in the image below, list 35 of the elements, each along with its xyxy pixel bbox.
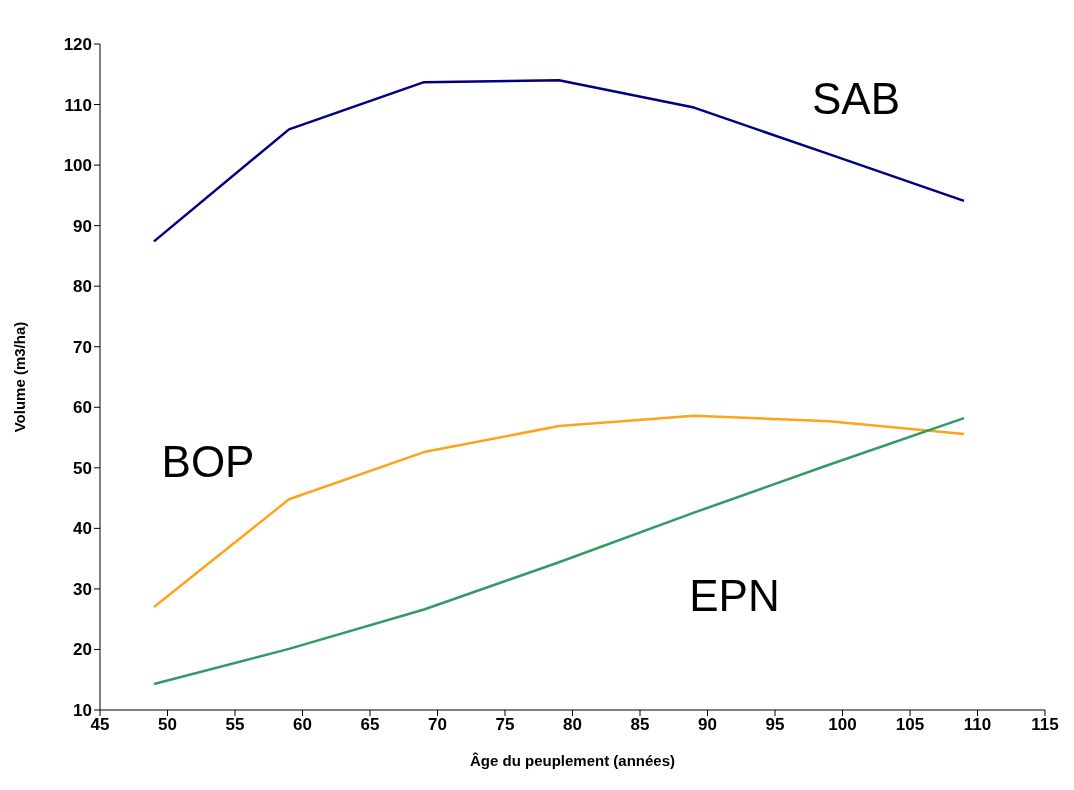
y-tick-label: 50 <box>73 458 92 478</box>
y-axis-title: Volume (m3/ha) <box>11 321 29 433</box>
y-tick-label: 70 <box>73 337 92 357</box>
x-tick-label: 60 <box>293 715 312 735</box>
y-tick-label: 40 <box>73 519 92 539</box>
y-tick-label: 90 <box>73 216 92 236</box>
y-tick-label: 10 <box>73 701 92 721</box>
x-tick-label: 70 <box>428 715 447 735</box>
x-tick-label: 115 <box>1031 715 1059 735</box>
y-tick-label: 20 <box>73 640 92 660</box>
y-tick-label: 80 <box>73 277 92 297</box>
x-tick-label: 45 <box>90 715 110 735</box>
x-axis-title: Âge du peuplement (années) <box>469 752 676 769</box>
x-tick-label: 55 <box>225 715 245 735</box>
line-series <box>152 416 966 686</box>
y-tick-label: 120 <box>63 35 92 55</box>
x-tick-label: 105 <box>895 715 925 735</box>
x-tick-label: 65 <box>360 715 380 735</box>
x-tick-label: 95 <box>765 715 785 735</box>
x-tick-label: 90 <box>698 715 717 735</box>
x-tick-label: 100 <box>828 715 857 735</box>
y-tick-label: 110 <box>64 95 92 115</box>
x-tick-label: 75 <box>495 715 515 735</box>
x-tick-label: 50 <box>158 715 177 735</box>
x-tick-label: 85 <box>630 715 650 735</box>
series-label: SAB <box>811 74 901 124</box>
series-label: EPN <box>689 570 780 620</box>
y-tick-label: 30 <box>73 579 92 599</box>
x-tick-label: 110 <box>963 715 992 735</box>
y-tick-label: 60 <box>73 398 92 418</box>
y-tick-label: 100 <box>63 156 92 176</box>
x-tick-label: 80 <box>563 715 582 735</box>
series-label: BOP <box>161 437 255 487</box>
line-series <box>152 79 966 243</box>
line-series <box>152 414 966 609</box>
